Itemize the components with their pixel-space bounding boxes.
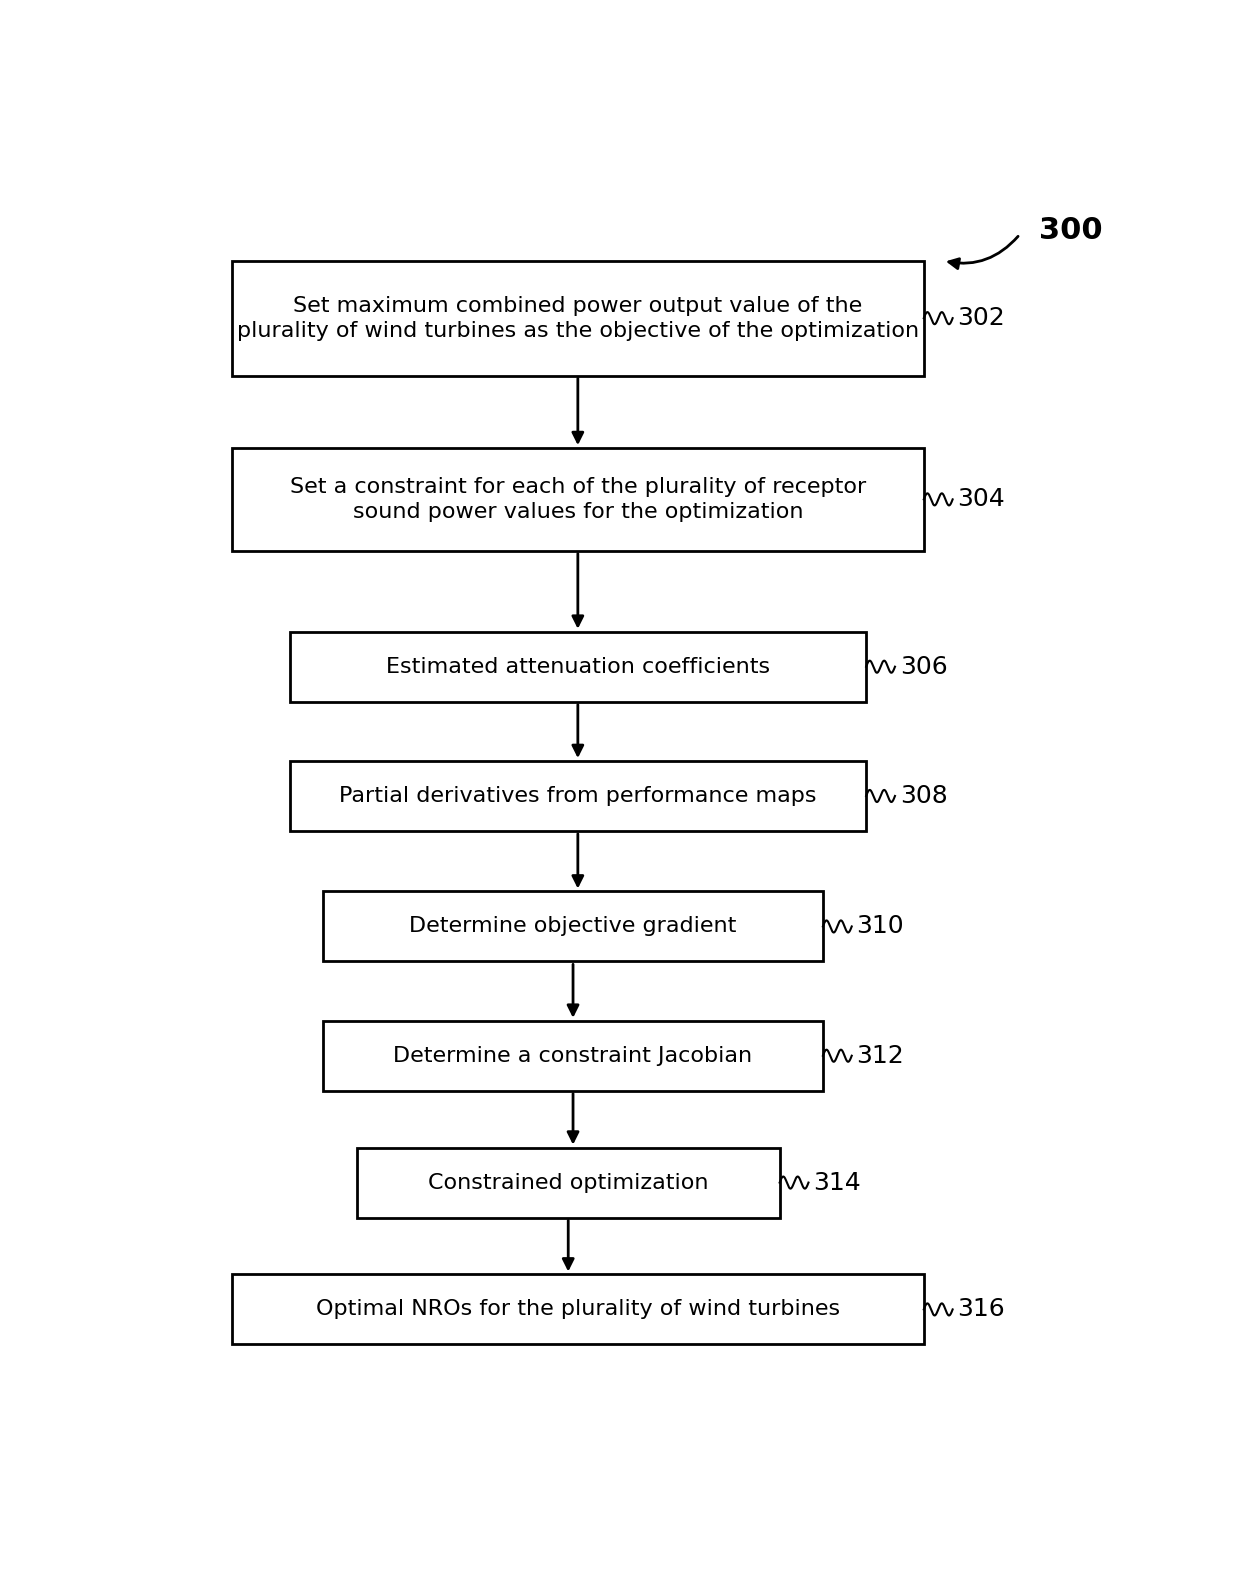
Text: Constrained optimization: Constrained optimization — [428, 1172, 708, 1192]
Text: 308: 308 — [900, 784, 947, 808]
Text: Partial derivatives from performance maps: Partial derivatives from performance map… — [339, 786, 817, 806]
Text: 304: 304 — [957, 488, 1006, 511]
Text: 314: 314 — [813, 1170, 861, 1194]
Text: 302: 302 — [957, 306, 1006, 329]
Text: Set maximum combined power output value of the
plurality of wind turbines as the: Set maximum combined power output value … — [237, 295, 919, 340]
FancyBboxPatch shape — [290, 632, 866, 701]
FancyBboxPatch shape — [232, 1274, 924, 1345]
Text: 300: 300 — [1039, 217, 1102, 245]
Text: 310: 310 — [857, 915, 904, 938]
FancyBboxPatch shape — [324, 1021, 823, 1090]
Text: Set a constraint for each of the plurality of receptor
sound power values for th: Set a constraint for each of the plurali… — [290, 477, 866, 522]
Text: 316: 316 — [957, 1298, 1006, 1321]
FancyBboxPatch shape — [290, 761, 866, 832]
Text: Determine objective gradient: Determine objective gradient — [409, 916, 737, 937]
Text: Determine a constraint Jacobian: Determine a constraint Jacobian — [393, 1045, 753, 1065]
Text: Estimated attenuation coefficients: Estimated attenuation coefficients — [386, 657, 770, 676]
FancyBboxPatch shape — [232, 260, 924, 375]
FancyBboxPatch shape — [232, 449, 924, 551]
Text: 312: 312 — [857, 1043, 904, 1068]
FancyBboxPatch shape — [357, 1147, 780, 1218]
Text: 306: 306 — [900, 654, 947, 679]
FancyBboxPatch shape — [324, 891, 823, 962]
Text: Optimal NROs for the plurality of wind turbines: Optimal NROs for the plurality of wind t… — [316, 1299, 839, 1320]
